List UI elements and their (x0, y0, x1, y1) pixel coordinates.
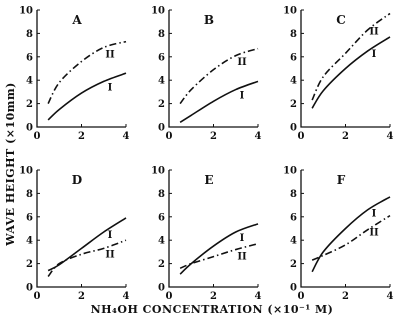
series-line-ii (47, 239, 127, 277)
y-tick-label: 6 (26, 212, 33, 223)
curve-label-ii: II (369, 27, 379, 38)
curve-label-i: I (240, 233, 245, 244)
y-tick-label: 4 (26, 236, 33, 247)
panel-label: A (71, 13, 82, 27)
y-tick-label: 6 (290, 52, 297, 63)
x-tick-label: 4 (255, 291, 262, 302)
panel-label: D (72, 173, 82, 187)
curve-label-i: I (372, 208, 377, 219)
y-tick-label: 2 (158, 99, 165, 110)
axis-frame (168, 10, 258, 128)
x-tick-label: 4 (387, 291, 394, 302)
y-tick-label: 0 (290, 283, 297, 294)
series-line-i (179, 223, 259, 275)
x-tick-label: 4 (123, 291, 130, 302)
y-tick-label: 6 (158, 52, 165, 63)
x-tick-label: 2 (78, 291, 85, 302)
y-tick-label: 6 (290, 212, 297, 223)
x-tick-label: 0 (166, 131, 173, 142)
series-line-ii (47, 40, 127, 104)
x-tick-label: 2 (342, 291, 349, 302)
y-tick-label: 6 (26, 52, 33, 63)
curve-label-ii: II (105, 249, 115, 260)
panel-label: E (204, 173, 213, 187)
y-tick-label: 0 (26, 123, 33, 134)
panel-label: F (337, 173, 346, 187)
y-tick-label: 2 (290, 259, 297, 270)
x-tick-label: 0 (298, 131, 305, 142)
curve-label-ii: II (237, 57, 247, 68)
y-tick-label: 4 (290, 236, 297, 247)
y-tick-label: 8 (26, 29, 33, 40)
series-line-i (179, 80, 259, 123)
x-tick-label: 4 (255, 131, 262, 142)
x-tick-label: 0 (166, 291, 173, 302)
y-tick-label: 0 (158, 123, 165, 134)
x-axis-title: NH₄OH CONCENTRATION (×10⁻¹ M) (91, 303, 334, 316)
y-tick-label: 0 (158, 283, 165, 294)
curve-label-i: I (108, 230, 113, 241)
x-tick-label: 2 (210, 131, 217, 142)
y-tick-label: 0 (290, 123, 297, 134)
y-tick-label: 8 (26, 189, 33, 200)
curve-label-i: I (108, 82, 113, 93)
curve-label-ii: II (237, 252, 247, 263)
x-tick-label: 0 (34, 291, 41, 302)
y-tick-label: 10 (283, 6, 297, 17)
y-tick-label: 2 (290, 99, 297, 110)
x-tick-label: 2 (78, 131, 85, 142)
series-line-i (311, 36, 391, 109)
x-tick-label: 4 (387, 131, 394, 142)
x-tick-label: 2 (210, 291, 217, 302)
y-tick-label: 10 (151, 6, 165, 17)
series-line-i (47, 72, 127, 121)
y-tick-label: 4 (158, 76, 165, 87)
y-tick-label: 8 (158, 189, 165, 200)
y-tick-label: 8 (158, 29, 165, 40)
y-tick-label: 4 (158, 236, 165, 247)
panel-label: B (204, 13, 214, 27)
curve-label-i: I (240, 90, 245, 101)
curve-label-ii: II (105, 50, 115, 61)
x-tick-label: 4 (123, 131, 130, 142)
panel-label: C (336, 13, 346, 27)
y-tick-label: 8 (290, 189, 297, 200)
x-tick-label: 0 (298, 291, 305, 302)
curve-label-ii: II (369, 228, 379, 239)
series-line-i (311, 196, 391, 273)
y-axis-title: WAVE HEIGHT (×10mm) (4, 82, 17, 247)
y-tick-label: 10 (19, 6, 33, 17)
x-tick-label: 2 (342, 131, 349, 142)
series-line-ii (179, 47, 259, 105)
y-tick-label: 4 (290, 76, 297, 87)
series-line-ii (311, 12, 391, 101)
y-tick-label: 10 (151, 166, 165, 177)
axis-frame (36, 10, 126, 128)
y-tick-label: 8 (290, 29, 297, 40)
curve-label-i: I (372, 49, 377, 60)
y-tick-label: 2 (158, 259, 165, 270)
x-tick-label: 0 (34, 131, 41, 142)
y-tick-label: 6 (158, 212, 165, 223)
y-tick-label: 2 (26, 99, 33, 110)
y-tick-label: 0 (26, 283, 33, 294)
y-tick-label: 4 (26, 76, 33, 87)
y-tick-label: 10 (19, 166, 33, 177)
series-line-ii (179, 242, 259, 270)
y-tick-label: 2 (26, 259, 33, 270)
y-tick-label: 10 (283, 166, 297, 177)
